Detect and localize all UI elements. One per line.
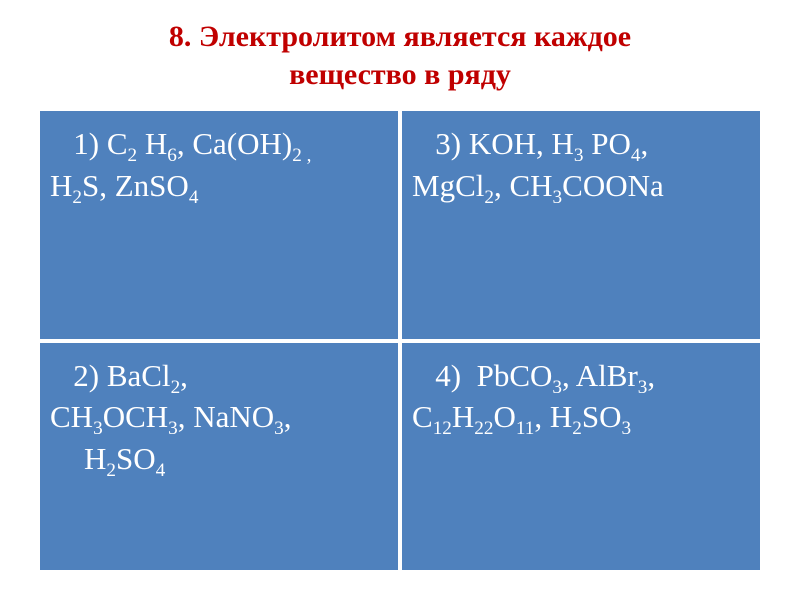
answer-1-line-2: H2S, ZnSO4 (50, 165, 386, 207)
text: , NaNO (178, 399, 274, 434)
subscript: 3 (553, 187, 563, 208)
text: CH (50, 399, 93, 434)
text: O (493, 399, 515, 434)
text: , (284, 399, 292, 434)
text: , H (534, 399, 572, 434)
text: S, ZnSO (82, 168, 189, 203)
subscript: 12 (433, 419, 452, 440)
subscript: 3 (168, 419, 178, 440)
subscript: 2 (572, 419, 582, 440)
answer-1-line-1: 1) C2 H6, Ca(OH)2 , (50, 123, 386, 165)
text: , CH (494, 168, 553, 203)
text: C (412, 399, 433, 434)
text: 3) KOH, H (412, 126, 574, 161)
subscript: 2 (484, 187, 494, 208)
text: COONa (562, 168, 664, 203)
subscript: 3 (552, 377, 562, 398)
subscript: 3 (93, 419, 103, 440)
subscript: 2 (171, 377, 181, 398)
subscript: 2 (106, 460, 116, 481)
text: H (137, 126, 167, 161)
subscript: 2 (72, 187, 82, 208)
text: 1) C (50, 126, 128, 161)
subscript: 3 (638, 377, 648, 398)
text: , AlBr (562, 358, 638, 393)
subscript: 2 , (292, 145, 311, 166)
answer-4-line-2: C12H22O11, H2SO3 (412, 396, 748, 438)
text: , (640, 126, 648, 161)
subscript: 2 (128, 145, 138, 166)
answer-3-line-2: MgCl2, CH3COONa (412, 165, 748, 207)
text: , (647, 358, 655, 393)
answer-cell-2: 2) BaCl2, CH3OCH3, NaNO3, H2SO4 (40, 343, 398, 571)
text: OCH (103, 399, 168, 434)
text: H (452, 399, 474, 434)
text: , (180, 358, 188, 393)
subscript: 6 (167, 145, 177, 166)
answer-cell-4: 4) PbCO3, AlBr3, C12H22O11, H2SO3 (402, 343, 760, 571)
text: 4) PbCO (412, 358, 552, 393)
answer-2-line-1: 2) BaCl2, (50, 355, 386, 397)
subscript: 4 (156, 460, 166, 481)
subscript: 22 (474, 419, 493, 440)
answer-2-line-3: H2SO4 (50, 438, 386, 480)
subscript: 3 (622, 419, 632, 440)
text: SO (582, 399, 622, 434)
text: 2) BaCl (50, 358, 171, 393)
subscript: 3 (274, 419, 284, 440)
question-title: 8. Электролитом является каждое вещество… (40, 18, 760, 93)
text: H (84, 441, 106, 476)
subscript: 4 (189, 187, 199, 208)
answers-table: 1) C2 H6, Ca(OH)2 , H2S, ZnSO4 3) KOH, H… (40, 111, 760, 570)
text: H (50, 168, 72, 203)
answer-cell-3: 3) KOH, H3 PO4, MgCl2, CH3COONa (402, 111, 760, 339)
subscript: 11 (516, 419, 535, 440)
title-line-2: вещество в ряду (289, 58, 511, 91)
slide: 8. Электролитом является каждое вещество… (0, 0, 800, 600)
text: , Ca(OH) (177, 126, 292, 161)
answer-2-line-2: CH3OCH3, NaNO3, (50, 396, 386, 438)
answer-4-line-1: 4) PbCO3, AlBr3, (412, 355, 748, 397)
text: PO (583, 126, 630, 161)
title-line-1: 8. Электролитом является каждое (169, 20, 631, 53)
answer-3-line-1: 3) KOH, H3 PO4, (412, 123, 748, 165)
answer-cell-1: 1) C2 H6, Ca(OH)2 , H2S, ZnSO4 (40, 111, 398, 339)
text: MgCl (412, 168, 484, 203)
text: SO (116, 441, 156, 476)
